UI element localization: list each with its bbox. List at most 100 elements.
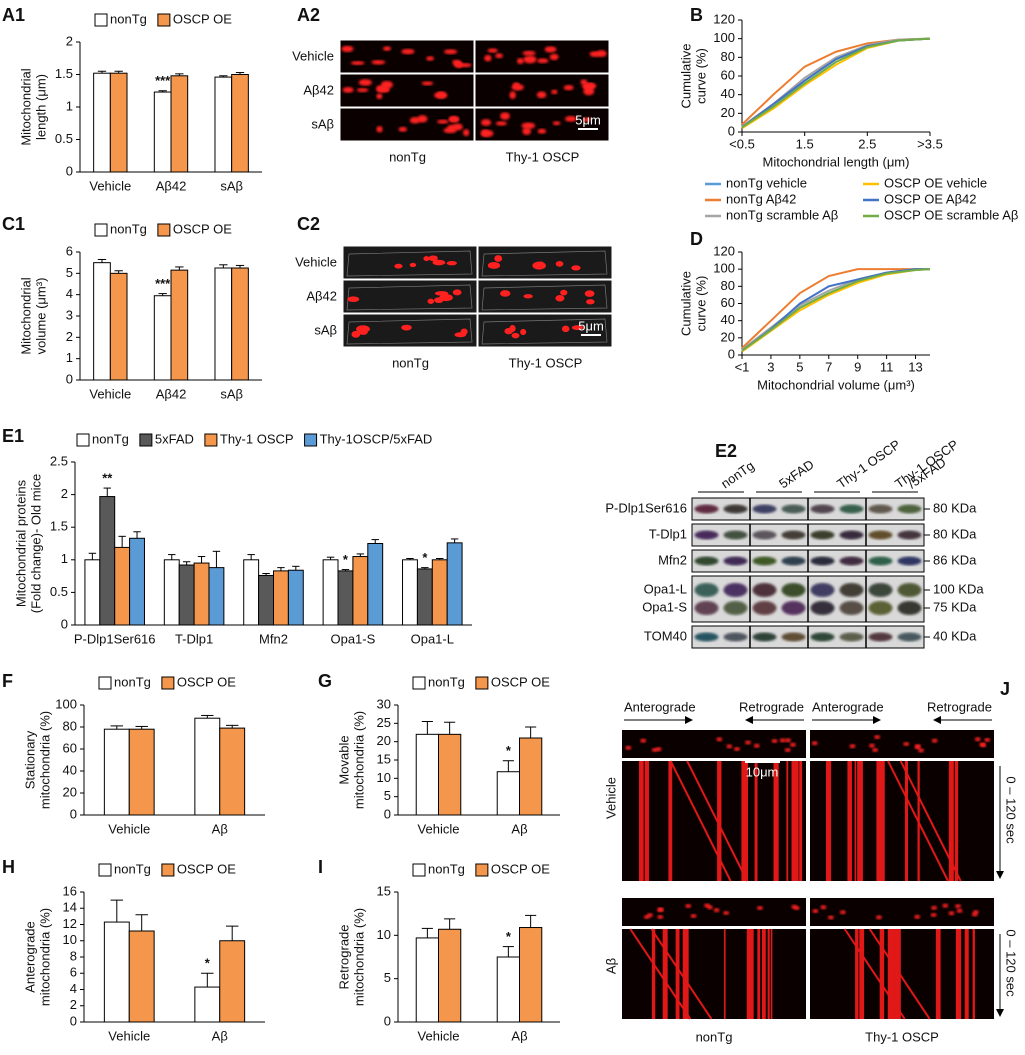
track bbox=[948, 761, 954, 881]
bar bbox=[367, 543, 384, 626]
legend-swatch bbox=[161, 863, 175, 877]
legend-label: OSCP OE bbox=[177, 674, 236, 689]
band bbox=[810, 530, 835, 540]
track bbox=[683, 929, 689, 1019]
x-tick-label: Mfn2 bbox=[259, 631, 288, 646]
mitochondrion bbox=[436, 119, 449, 124]
mitochondrion bbox=[516, 57, 524, 65]
mitochondrion bbox=[839, 910, 846, 915]
track bbox=[879, 929, 885, 1019]
track bbox=[906, 761, 908, 881]
strip-label: P-Dlp1Ser616 bbox=[605, 500, 687, 515]
mitochondrion bbox=[532, 261, 546, 270]
track bbox=[767, 929, 770, 1019]
lane-label: 5xFAD bbox=[776, 457, 817, 492]
y-tick-label: 120 bbox=[713, 243, 735, 258]
mitochondrion bbox=[789, 742, 796, 747]
bar bbox=[231, 74, 249, 173]
y-axis-label: Anterograde bbox=[22, 921, 37, 993]
mitochondrion bbox=[521, 122, 536, 129]
legend-label: OSCP OE bbox=[173, 221, 232, 236]
legend-label: OSCP OE Aβ42 bbox=[884, 191, 977, 206]
bar bbox=[496, 956, 521, 1023]
mitochondrion bbox=[512, 82, 520, 88]
y-axis-label: Retrograde bbox=[336, 924, 351, 989]
mitochondrion bbox=[685, 903, 692, 908]
mitochondrion bbox=[452, 289, 462, 296]
panel-label: C1 bbox=[2, 214, 25, 234]
lane-label: Thy-1 OSCP bbox=[834, 437, 903, 492]
track bbox=[754, 761, 758, 881]
y-tick-label: 2 bbox=[70, 997, 77, 1012]
band bbox=[752, 632, 777, 642]
y-tick-label: 120 bbox=[713, 11, 735, 26]
track bbox=[639, 761, 644, 881]
y-tick-label: 0.5 bbox=[50, 584, 68, 599]
mitochondrion bbox=[555, 294, 565, 302]
size-label: 80 KDa bbox=[933, 526, 977, 541]
band bbox=[781, 530, 806, 540]
bar bbox=[109, 72, 128, 173]
error-bar bbox=[262, 572, 270, 576]
mitochondrion bbox=[417, 115, 428, 123]
significance: * bbox=[506, 743, 512, 758]
mitochondrion bbox=[560, 289, 568, 296]
y-tick-label: 80 bbox=[63, 718, 77, 733]
legend-label: nonTg bbox=[110, 221, 147, 236]
render-box bbox=[346, 318, 473, 345]
error-bar bbox=[421, 567, 429, 569]
mitochondrion bbox=[914, 914, 921, 919]
y-tick-label: 8 bbox=[70, 948, 77, 963]
kymo-strip bbox=[810, 898, 994, 926]
mitochondrion bbox=[903, 741, 910, 746]
band bbox=[694, 583, 719, 597]
track bbox=[955, 929, 962, 1019]
error-bar bbox=[436, 557, 444, 560]
y-tick-label: 100 bbox=[713, 30, 735, 45]
mitochondrion bbox=[849, 744, 856, 749]
error-bar bbox=[133, 531, 141, 539]
y-tick-label: 5 bbox=[384, 970, 391, 985]
y-tick-label: 15 bbox=[377, 883, 391, 898]
track bbox=[770, 929, 773, 1019]
mitochondrion bbox=[561, 325, 570, 333]
mitochondrion bbox=[586, 299, 595, 305]
mitochondrion bbox=[655, 747, 662, 752]
y-axis-label: Mitochondrial proteins bbox=[13, 479, 28, 607]
band bbox=[868, 504, 893, 514]
y-tick-label: 6 bbox=[66, 243, 73, 258]
mitochondrion bbox=[954, 904, 961, 909]
bar bbox=[114, 546, 131, 626]
legend-label: OSCP OE vehicle bbox=[884, 175, 987, 190]
bar bbox=[322, 559, 339, 626]
y-tick-label: 1.5 bbox=[50, 519, 68, 534]
mitochondrion bbox=[551, 89, 558, 95]
error-bar bbox=[158, 90, 167, 93]
track bbox=[744, 761, 748, 881]
band bbox=[897, 530, 922, 540]
mitochondrion bbox=[495, 121, 508, 126]
band bbox=[810, 583, 835, 597]
mitochondrion bbox=[984, 737, 991, 742]
mitochondrion bbox=[376, 93, 383, 100]
panel-label: F bbox=[2, 671, 13, 691]
x-tick-label: Aβ bbox=[212, 1028, 228, 1043]
y-tick-label: 3 bbox=[66, 307, 73, 322]
band bbox=[723, 601, 748, 615]
mitochondrion bbox=[480, 129, 489, 137]
track bbox=[662, 929, 668, 1019]
track bbox=[746, 929, 752, 1019]
strip-label: T-Dlp1 bbox=[649, 526, 687, 541]
panel-label: D bbox=[690, 229, 703, 249]
mitochondrion bbox=[646, 913, 653, 918]
mitochondrion bbox=[756, 905, 763, 910]
error-bar bbox=[182, 561, 191, 566]
mitochondrion bbox=[509, 91, 516, 99]
y-axis-label: curve (%) bbox=[693, 48, 708, 104]
significance: ** bbox=[102, 471, 113, 486]
error-bar bbox=[525, 726, 537, 738]
mitochondrion bbox=[401, 48, 415, 55]
y-tick-label: 0 bbox=[66, 371, 73, 386]
mitochondrion bbox=[341, 45, 354, 53]
column-label: nonTg bbox=[389, 149, 426, 164]
